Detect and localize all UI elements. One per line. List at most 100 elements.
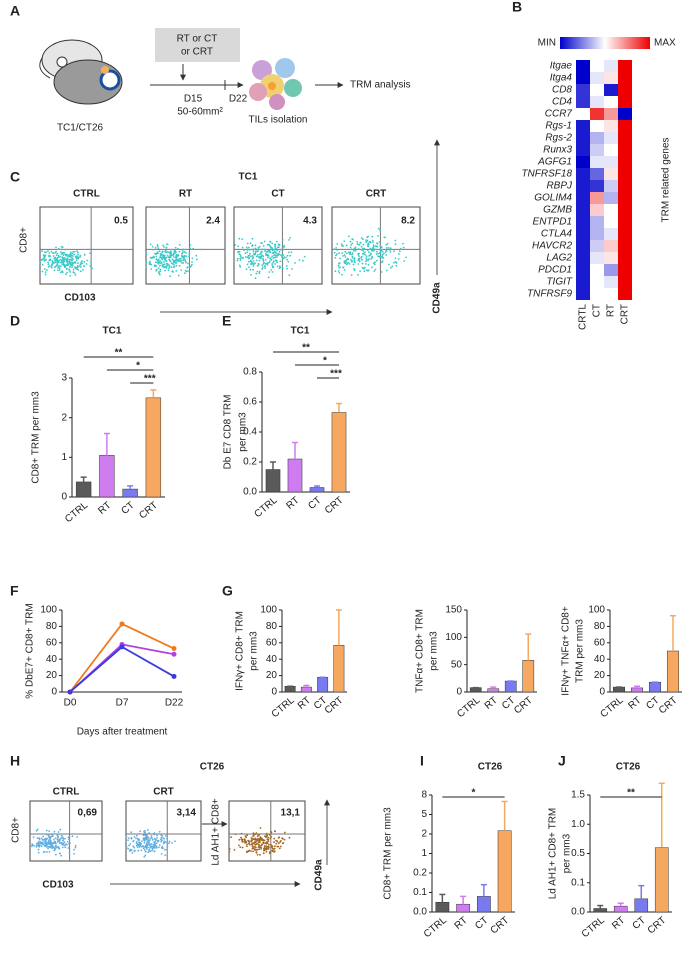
cell-dot — [256, 853, 259, 856]
cell-dot — [250, 255, 252, 258]
cell-dot — [57, 846, 60, 849]
cell-dot — [393, 250, 395, 253]
x-tick-label: RT — [284, 495, 301, 512]
cell-dot — [271, 264, 274, 267]
cell-dot — [353, 248, 355, 250]
cell-dot — [43, 256, 46, 259]
cell-dot — [150, 836, 153, 839]
cell-dot — [147, 851, 150, 854]
x-tick-label: CRT — [137, 500, 160, 522]
cell-dot — [340, 243, 343, 246]
y-tick-label: 60 — [266, 637, 278, 648]
cell-dot — [353, 259, 356, 262]
cell-dot — [154, 840, 157, 843]
cell-dot — [149, 837, 152, 840]
gene-label: CD4 — [552, 97, 572, 108]
cell-dot — [150, 257, 153, 259]
heatmap-cell — [590, 264, 604, 276]
treatment-label: RT or CT — [177, 34, 218, 45]
cell-dot — [58, 848, 61, 850]
heatmap-cell — [590, 156, 604, 168]
cell-dot — [189, 266, 191, 269]
cell-dot — [128, 850, 131, 852]
cell-dot — [157, 261, 160, 264]
cell-dot — [153, 832, 156, 834]
cell-dot — [273, 250, 276, 253]
gene-label: TNFRSF18 — [521, 169, 572, 180]
cell-dot — [163, 837, 166, 840]
y-tick-label: 0.8 — [243, 367, 257, 378]
cell-dot — [263, 847, 265, 850]
cell-dot — [264, 259, 267, 261]
cell-dot — [76, 251, 79, 254]
cell-dot — [387, 247, 390, 249]
cell-dot — [338, 272, 341, 274]
x-tick-label: CTRL — [253, 495, 280, 520]
x-tick-label: CTRL — [63, 500, 90, 525]
cell-dot — [264, 267, 266, 269]
analysis-label: TRM analysis — [350, 80, 411, 91]
cell-dot — [288, 836, 291, 839]
bar — [122, 488, 138, 498]
cell-dot — [128, 844, 130, 847]
cell-dot — [45, 846, 48, 848]
y-tick-label: 60 — [594, 637, 606, 648]
cell-dot — [377, 255, 379, 257]
cell-dot — [254, 247, 257, 250]
cell-dot — [156, 837, 158, 839]
bar — [504, 680, 517, 693]
cell-dot — [262, 849, 265, 852]
cell-dot — [43, 251, 46, 254]
cell-dot — [61, 843, 64, 846]
cell-dot — [288, 274, 291, 276]
cell-dot — [254, 244, 257, 247]
bar — [300, 686, 312, 693]
cell-dot — [398, 250, 401, 253]
cell-dot — [140, 849, 143, 852]
x-tick-label: CT — [631, 915, 648, 932]
cell-dot — [156, 834, 158, 837]
y-tick-label: 20 — [266, 670, 278, 681]
gene-label: TIGIT — [546, 277, 572, 288]
cell-dot — [358, 255, 360, 257]
cell-dot — [358, 257, 361, 260]
bar — [613, 905, 628, 913]
cell-dot — [286, 267, 288, 270]
cell-dot — [64, 837, 66, 840]
cell-dot — [377, 252, 380, 255]
cell-dot — [165, 259, 168, 262]
cell-dot — [150, 268, 153, 270]
cell-dot — [281, 239, 284, 241]
cell-dot — [165, 256, 168, 259]
cell-dot — [56, 252, 59, 255]
cell-dot — [125, 846, 128, 848]
cell-dot — [58, 267, 61, 270]
cell-dot — [48, 254, 50, 257]
cell-dot — [66, 271, 69, 274]
cell-dot — [394, 257, 397, 260]
flow-percent: 13,1 — [281, 808, 301, 819]
cell-dot — [274, 254, 277, 257]
cell-dot — [137, 849, 140, 852]
cell-dot — [73, 250, 76, 253]
y-tick-label: 0.4 — [243, 427, 257, 438]
cell-dot — [334, 256, 337, 259]
cell-dot — [58, 852, 61, 855]
cell-dot — [397, 258, 400, 260]
cell-dot — [32, 833, 35, 835]
cell-dot — [258, 270, 261, 273]
heatmap-cell — [590, 84, 604, 96]
cell-dot — [150, 835, 153, 837]
cell-dot — [191, 257, 194, 260]
cell-dot — [60, 245, 63, 248]
cell-dot — [45, 833, 48, 836]
cell-dot — [271, 266, 274, 268]
cell-dot — [402, 246, 405, 249]
cell-dot — [271, 847, 274, 850]
cell-dot — [393, 261, 395, 264]
cell-dot — [177, 247, 179, 250]
y-axis-label: CD8+ TRM per mm3 — [383, 807, 394, 900]
series-line — [69, 645, 175, 693]
heatmap-cell — [590, 72, 604, 84]
x-tick-label: CRT — [657, 695, 680, 717]
